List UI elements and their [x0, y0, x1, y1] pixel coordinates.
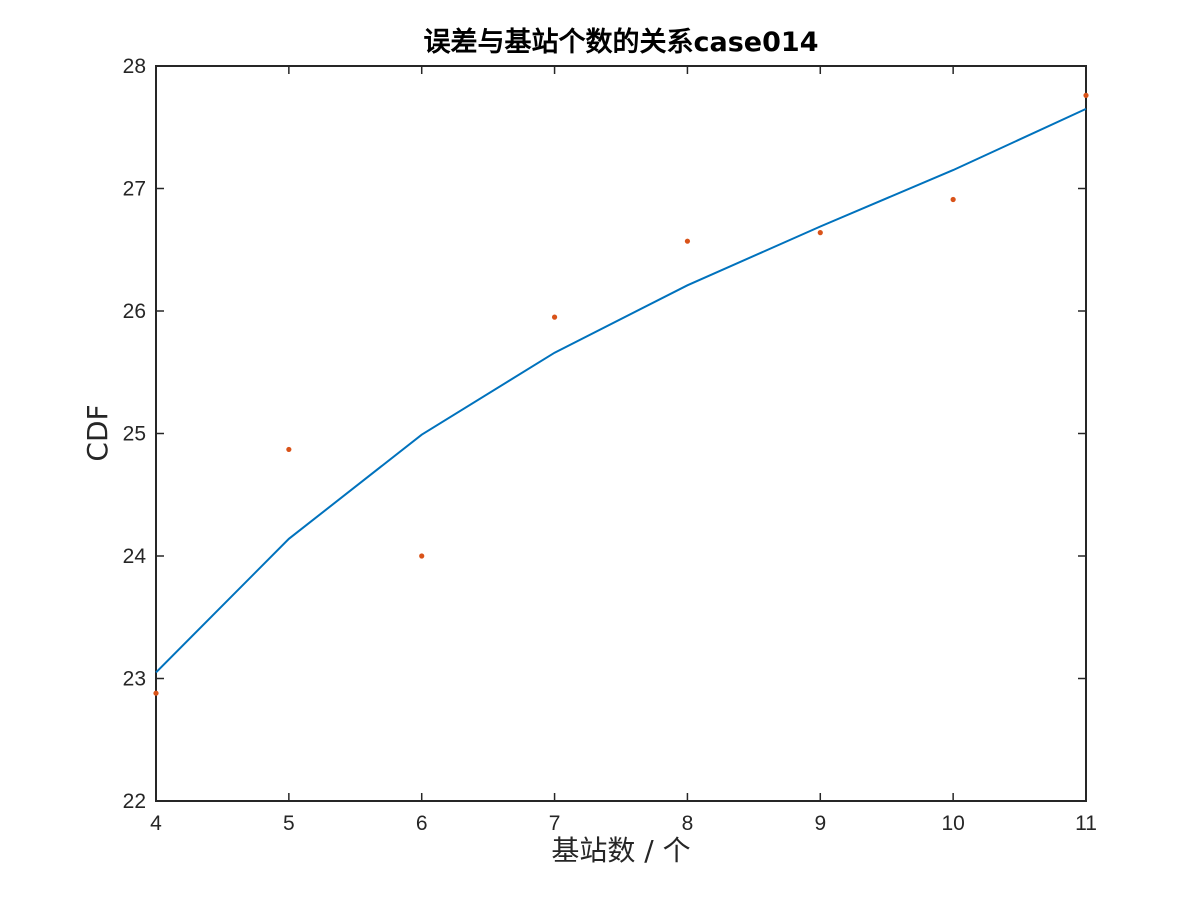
x-axis-label: 基站数 / 个: [551, 834, 690, 867]
x-tick-label: 6: [416, 812, 428, 835]
x-tick-label: 9: [814, 812, 826, 835]
y-tick-label: 23: [123, 668, 146, 691]
data-point: [817, 230, 823, 236]
series-layer: [153, 92, 1089, 696]
data-point: [419, 553, 425, 559]
y-tick-label: 27: [123, 178, 146, 201]
data-point: [551, 314, 558, 320]
y-axis-label: CDF: [81, 404, 114, 461]
x-tick-label: 11: [1075, 812, 1097, 835]
y-tick-label: 22: [123, 790, 146, 813]
chart-title: 误差与基站个数的关系case014: [424, 26, 819, 58]
data-point: [153, 690, 159, 696]
y-tick-label: 28: [123, 55, 146, 78]
y-tick-label: 26: [123, 300, 146, 323]
data-point: [286, 446, 292, 453]
x-tick-label: 7: [549, 812, 561, 835]
x-tick-label: 10: [941, 812, 964, 835]
data-point: [950, 196, 956, 203]
data-point: [684, 238, 691, 244]
x-tick-label: 8: [682, 812, 694, 835]
fit-line: [155, 107, 1087, 674]
axes: 4 5 6 7 8 9 10 11 22 23 24 25 26 27 28: [123, 55, 1097, 835]
y-tick-label: 24: [123, 545, 147, 568]
x-tick-label: 5: [283, 812, 295, 835]
plot-frame: [155, 65, 1087, 802]
data-point: [1083, 92, 1089, 98]
y-tick-label: 25: [123, 423, 146, 446]
x-tick-label: 4: [150, 812, 162, 835]
